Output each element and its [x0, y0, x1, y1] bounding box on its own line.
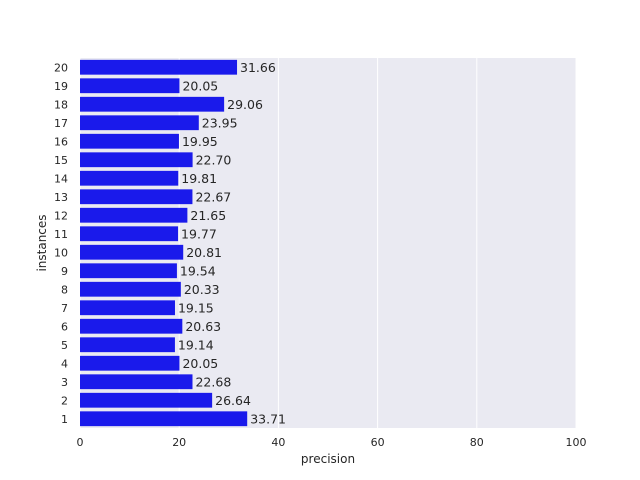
data-label-instance-12: 21.65 [190, 208, 226, 223]
data-label-instance-19: 20.05 [182, 78, 218, 93]
bar-instance-8 [80, 281, 181, 297]
bar-instance-19 [80, 78, 180, 94]
data-label-instance-10: 20.81 [186, 245, 222, 260]
x-axis-title: precision [301, 452, 355, 466]
x-tick-label-80: 80 [470, 436, 484, 449]
data-label-instance-4: 20.05 [182, 356, 218, 371]
x-tick-labels: 0 20 40 60 80 100 [77, 436, 587, 449]
data-labels: 33.71 26.64 22.68 20.05 19.14 20.63 19.15 20.33… [178, 60, 286, 427]
data-label-instance-16: 19.95 [182, 134, 218, 149]
y-tick-label-14: 14 [54, 172, 68, 185]
bars [80, 59, 248, 427]
bar-instance-14 [80, 170, 179, 186]
y-tick-label-13: 13 [54, 191, 68, 204]
data-label-instance-15: 22.70 [196, 152, 232, 167]
bar-instance-9 [80, 263, 177, 279]
data-label-instance-9: 19.54 [180, 263, 216, 278]
bar-instance-3 [80, 374, 193, 390]
y-tick-label-4: 4 [61, 357, 68, 370]
bar-instance-18 [80, 96, 225, 112]
y-tick-label-17: 17 [54, 117, 68, 130]
bar-instance-2 [80, 392, 213, 408]
bar-instance-10 [80, 244, 184, 260]
data-label-instance-14: 19.81 [181, 171, 217, 186]
data-label-instance-3: 22.68 [195, 374, 231, 389]
y-tick-label-3: 3 [61, 376, 68, 389]
plot-background [80, 58, 576, 428]
y-axis-title: instances [35, 214, 49, 271]
y-tick-label-15: 15 [54, 154, 68, 167]
y-tick-label-9: 9 [61, 265, 68, 278]
data-label-instance-17: 23.95 [202, 115, 238, 130]
bar-instance-4 [80, 355, 180, 371]
y-tick-label-1: 1 [61, 413, 68, 426]
data-label-instance-7: 19.15 [178, 300, 214, 315]
bar-instance-6 [80, 318, 183, 334]
bar-instance-11 [80, 226, 179, 242]
data-label-instance-1: 33.71 [250, 411, 286, 426]
data-label-instance-11: 19.77 [181, 226, 217, 241]
bar-instance-1 [80, 411, 248, 427]
y-tick-label-11: 11 [54, 228, 68, 241]
y-tick-label-7: 7 [61, 302, 68, 315]
bar-instance-13 [80, 189, 193, 205]
bar-instance-15 [80, 152, 193, 168]
x-tick-label-60: 60 [371, 436, 385, 449]
y-tick-label-10: 10 [54, 246, 68, 259]
y-tick-label-2: 2 [61, 394, 68, 407]
data-label-instance-5: 19.14 [178, 337, 214, 352]
y-tick-label-12: 12 [54, 209, 68, 222]
x-tick-label-100: 100 [566, 436, 587, 449]
x-tick-label-0: 0 [77, 436, 84, 449]
y-tick-label-8: 8 [61, 283, 68, 296]
x-tick-label-20: 20 [172, 436, 186, 449]
data-label-instance-18: 29.06 [227, 97, 263, 112]
y-tick-label-19: 19 [54, 80, 68, 93]
data-label-instance-13: 22.67 [195, 189, 231, 204]
bar-instance-5 [80, 337, 175, 353]
y-tick-label-18: 18 [54, 98, 68, 111]
y-tick-label-20: 20 [54, 61, 68, 74]
bar-instance-12 [80, 207, 188, 223]
y-tick-label-5: 5 [61, 339, 68, 352]
bar-instance-16 [80, 133, 179, 149]
bar-instance-20 [80, 59, 238, 75]
bar-instance-17 [80, 115, 199, 131]
bar-instance-7 [80, 300, 175, 316]
y-tick-label-6: 6 [61, 320, 68, 333]
x-tick-label-40: 40 [271, 436, 285, 449]
data-label-instance-20: 31.66 [240, 60, 276, 75]
data-label-instance-6: 20.63 [185, 319, 221, 334]
data-label-instance-8: 20.33 [184, 282, 220, 297]
data-label-instance-2: 26.64 [215, 393, 251, 408]
y-tick-label-16: 16 [54, 135, 68, 148]
